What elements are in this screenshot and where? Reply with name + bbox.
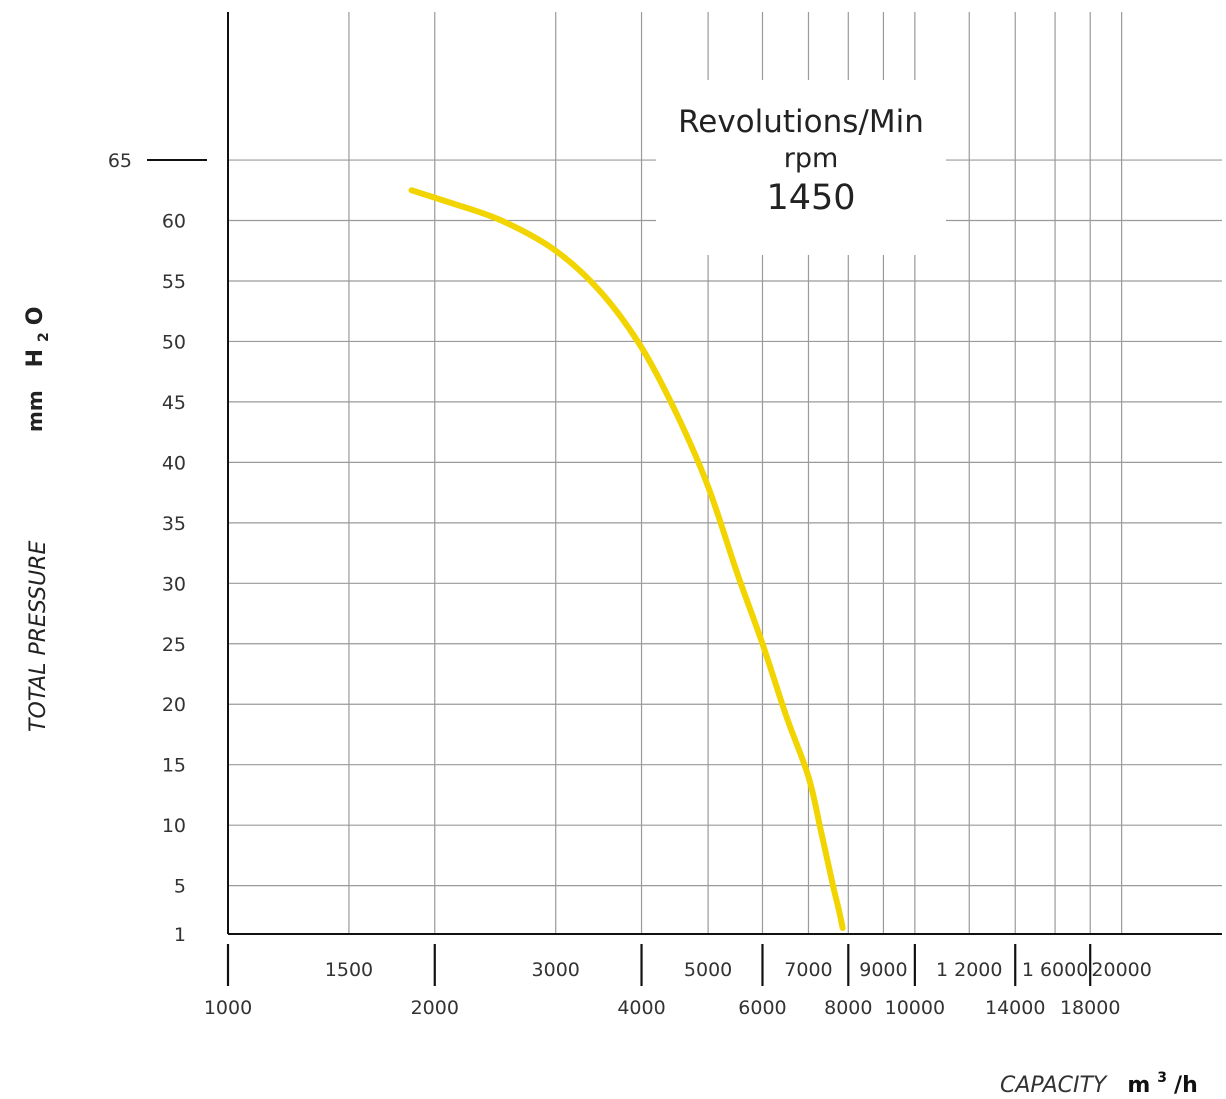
x-tick-label-upper: 1 6000 [1022,959,1088,981]
x-tick-label-lower: 6000 [738,997,786,1019]
y-tick-label: 20 [162,694,186,716]
y-tick-label: 5 [174,876,186,898]
x-tick-label-lower: 8000 [824,997,872,1019]
svg-text:mm H 2 O: mm H 2 O [23,307,53,432]
x-tick-label-lower: 2000 [411,997,459,1019]
x-tick-label-lower: 18000 [1060,997,1120,1019]
x-tick-label-upper: 20000 [1091,959,1151,981]
x-tick-label-upper: 1500 [325,959,373,981]
x-tick-label-lower: 14000 [985,997,1045,1019]
y-tick-label: 10 [162,815,186,837]
x-tick-label-upper: 3000 [532,959,580,981]
y-tick-label: 50 [162,331,186,353]
x-axis-title: CAPACITY m 3 /h [1000,1063,1198,1098]
x-tick-label-upper: 7000 [784,959,832,981]
x-unit-end: /h [1174,1073,1198,1098]
y-tick-label: 60 [162,211,186,233]
annotation-line-3: 1450 [766,178,855,218]
y-tick-label: 25 [162,634,186,656]
annotation-area: Revolutions/Min rpm 1450 [656,80,946,255]
y-tick-label: 35 [162,513,186,535]
axes [147,12,1222,935]
y-tick-label: 55 [162,271,186,293]
annotation-background [656,80,946,255]
x-tick-label-lower: 4000 [617,997,665,1019]
x-tick-label-upper: 5000 [684,959,732,981]
annotation-line-2: rpm [784,143,839,174]
y-tick-label: 45 [162,392,186,414]
x-tick-label-lower: 1000 [204,997,252,1019]
y-tick-label: 65 [108,150,132,172]
y-unit-prefix: mm [23,390,47,432]
y-unit-sub: 2 [36,332,52,342]
x-tick-label-lower: 10000 [885,997,945,1019]
y-unit-main: H [23,349,48,367]
y-axis-label: TOTAL PRESSURE [26,541,51,732]
x-unit-main: m [1127,1073,1150,1098]
y-tick-label: 15 [162,755,186,777]
y-tick-label: 30 [162,573,186,595]
x-unit-sup: 3 [1157,1070,1167,1086]
y-tick-label: 40 [162,452,186,474]
y-tick-label: 1 [174,924,186,946]
y-unit-end: O [23,307,48,326]
annotation-line-1: Revolutions/Min [678,104,924,140]
x-tick-label-upper: 1 2000 [936,959,1002,981]
x-axis-label: CAPACITY [1000,1073,1108,1098]
series-layer [408,187,846,931]
x-tick-label-upper: 9000 [859,959,907,981]
y-axis-unit: mm H 2 O [23,307,53,432]
pressure-curve-line [408,187,846,931]
